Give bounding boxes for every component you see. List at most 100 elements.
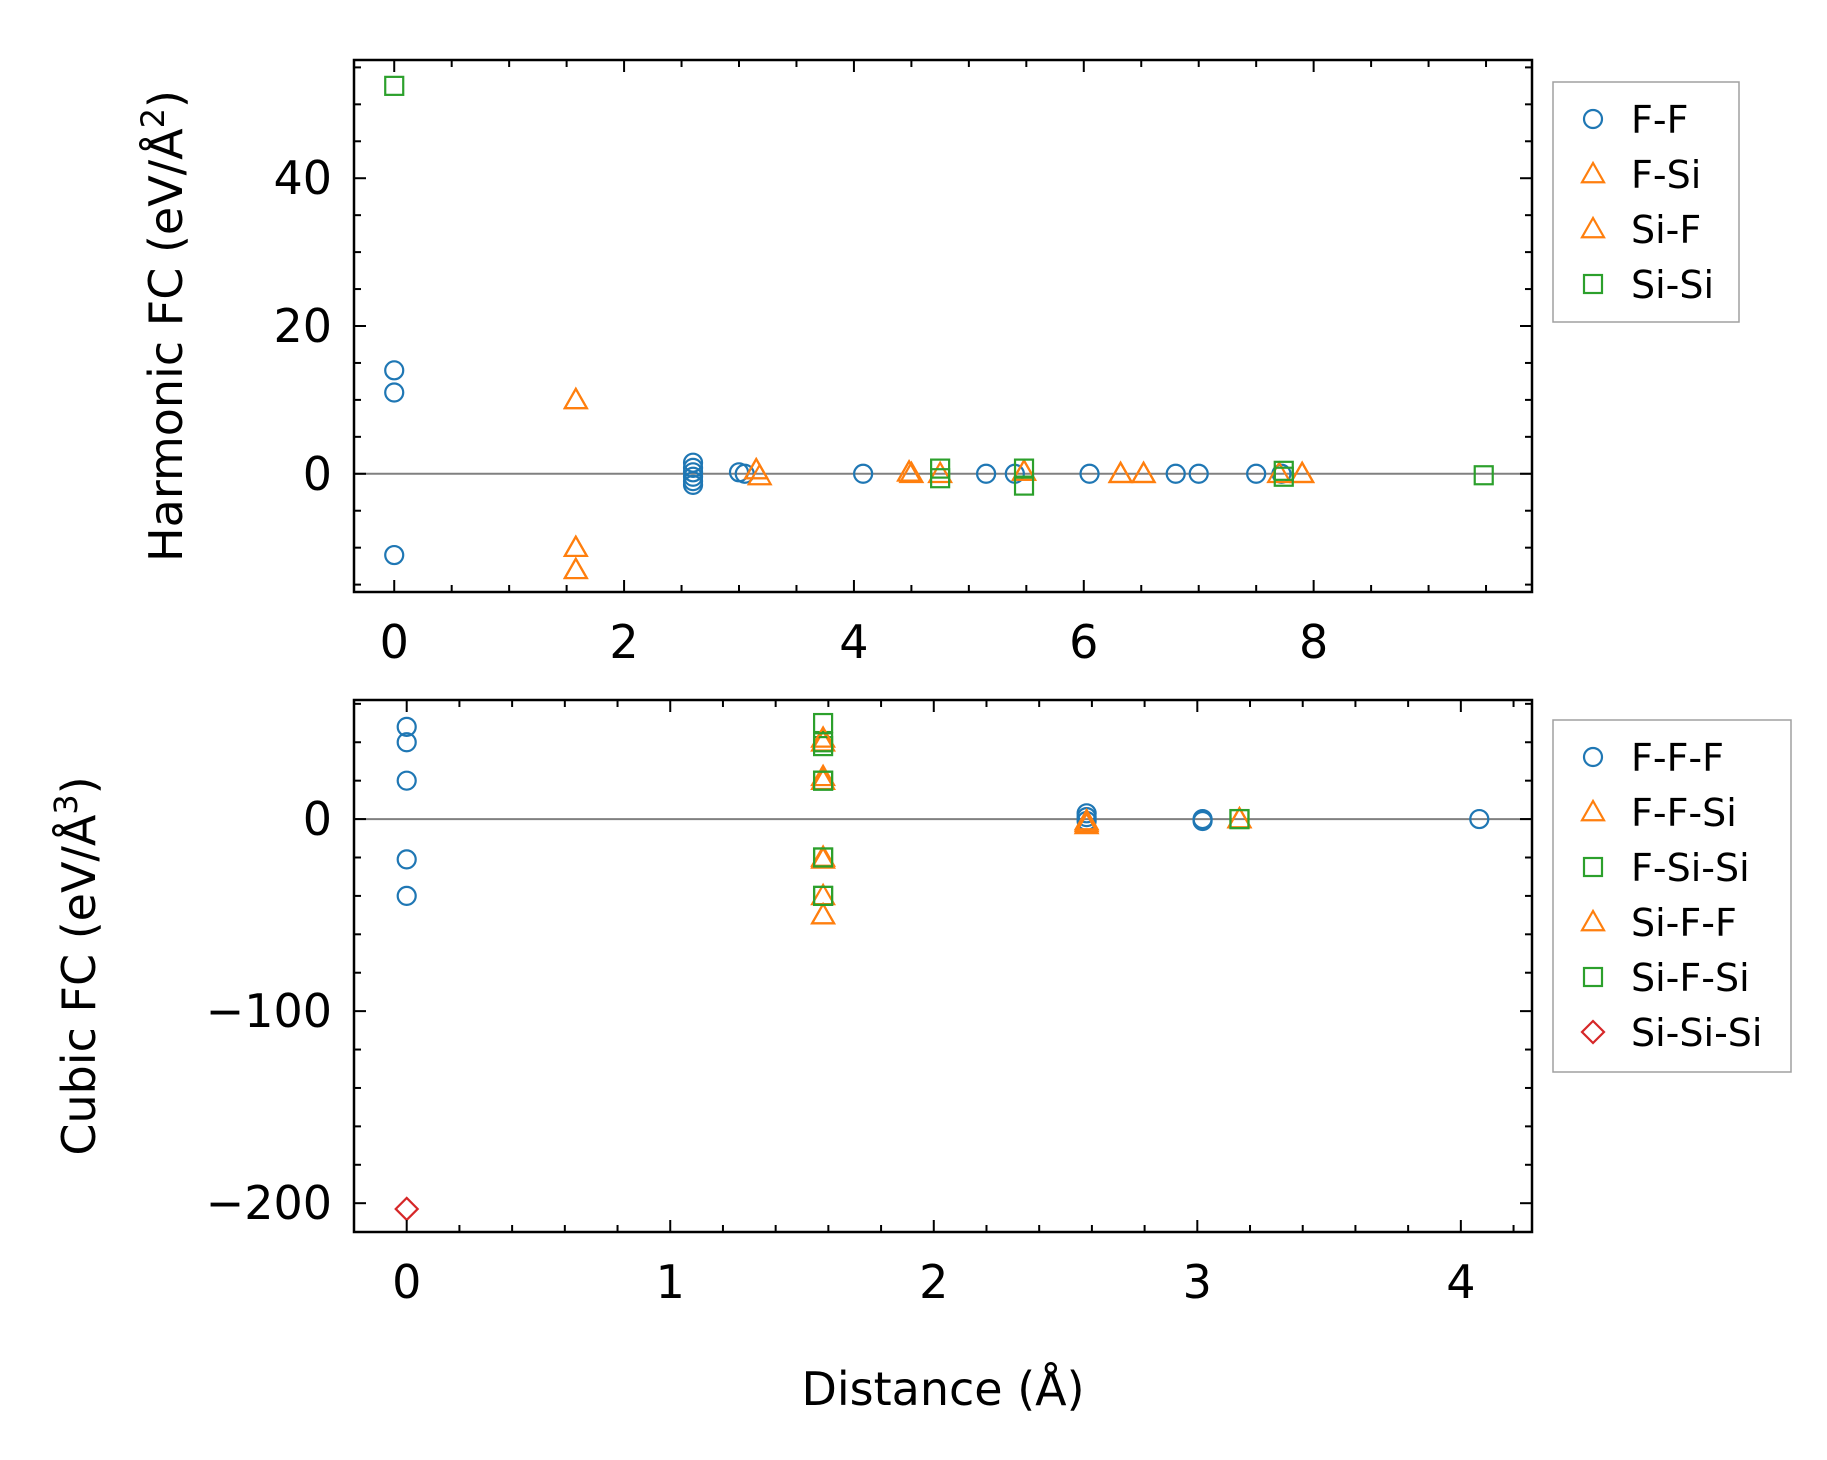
legend-entry: Si-F-Si <box>1582 956 1750 1000</box>
data-point <box>384 544 405 566</box>
x-tick-label: 4 <box>839 615 868 669</box>
data-point <box>812 732 834 753</box>
data-point <box>898 460 925 484</box>
data-point <box>682 474 704 495</box>
legend-entry: Si-F <box>1580 208 1701 252</box>
legend-box <box>1552 719 1792 1073</box>
data-point <box>853 463 874 484</box>
data-point <box>562 386 589 410</box>
data-point <box>1469 808 1490 830</box>
data-point <box>1013 475 1035 496</box>
harmonic-y-axis-label: Harmonic FC (eV/Å2) <box>134 90 193 562</box>
legend-label: Si-F <box>1631 208 1701 252</box>
cubic-data-points <box>394 712 1490 1222</box>
data-point <box>810 901 836 925</box>
legend-marker <box>1580 215 1606 239</box>
series-Si-F <box>562 386 1316 580</box>
legend-label: Si-F-F <box>1631 901 1737 945</box>
legend-entry: F-F-Si <box>1580 791 1737 835</box>
data-point <box>1165 463 1186 484</box>
series-F-F <box>384 360 1292 566</box>
cubic-legend: F-F-F F-F-Si F-Si-Si Si-F-F Si-F-Si Si-Si-Si <box>1552 719 1792 1073</box>
harmonic-data-points <box>384 75 1494 580</box>
x-tick-label: 4 <box>1446 1255 1475 1309</box>
data-point <box>396 885 417 906</box>
y-tick-label: 0 <box>303 447 332 501</box>
data-point <box>562 386 589 410</box>
y-tick-label: −100 <box>206 984 332 1038</box>
cubic-tick-labels: 0 1 2 3 4 −200 −100 0 <box>206 792 1476 1309</box>
data-point <box>1079 463 1100 484</box>
y-tick-label: 0 <box>303 792 332 846</box>
series-F-Si-Si <box>812 712 1250 906</box>
data-point <box>743 456 770 480</box>
data-point <box>812 770 834 791</box>
data-point <box>896 459 922 482</box>
legend-marker <box>1582 856 1604 878</box>
legend-entry: Si-Si <box>1582 263 1714 307</box>
legend-marker <box>1582 108 1604 130</box>
x-tick-label: 0 <box>380 615 409 669</box>
data-point <box>396 770 417 791</box>
data-point <box>812 712 834 734</box>
data-point <box>562 534 589 558</box>
y-tick-label: 40 <box>273 151 332 205</box>
legend-entry: Si-F-F <box>1580 901 1737 945</box>
series-Si-Si <box>384 75 1494 496</box>
x-tick-label: 0 <box>392 1255 421 1309</box>
data-point <box>1130 460 1157 484</box>
legend-marker <box>1582 746 1604 768</box>
legend-marker <box>1580 798 1606 822</box>
x-tick-label: 8 <box>1299 615 1328 669</box>
harmonic-plot-frame <box>352 58 1534 594</box>
data-point <box>384 382 405 403</box>
cubic-plot-frame <box>352 698 1534 1234</box>
data-point <box>1273 466 1294 487</box>
y-tick-label: 20 <box>273 299 332 353</box>
data-point <box>1107 460 1134 484</box>
data-point <box>810 725 836 748</box>
x-tick-label: 2 <box>609 615 638 669</box>
data-point <box>396 849 417 870</box>
data-point <box>384 75 405 96</box>
data-point <box>562 534 589 558</box>
series-F-F-Si <box>810 729 1253 925</box>
series-Si-F-F <box>810 725 1253 925</box>
legend-marker <box>1580 1019 1606 1045</box>
data-point <box>1107 460 1134 484</box>
data-point <box>1011 458 1037 481</box>
harmonic-fc-panel: 0 2 4 6 8 0 20 40 Harmonic FC (eV/Å2) F-F F-Si Si… <box>134 58 1740 669</box>
legend-entry: F-F <box>1582 98 1688 142</box>
x-tick-label: 1 <box>656 1255 685 1309</box>
legend-label: F-F-Si <box>1631 791 1737 835</box>
data-point <box>810 846 836 869</box>
data-point <box>384 360 405 381</box>
x-tick-label: 6 <box>1069 615 1098 669</box>
legend-label: F-F <box>1631 98 1688 142</box>
data-point <box>562 556 589 580</box>
cubic-ticks <box>353 700 1532 1232</box>
data-point <box>396 732 417 753</box>
data-point <box>930 468 951 489</box>
data-point <box>394 1196 420 1222</box>
legend-entry: F-Si-Si <box>1582 846 1750 890</box>
data-point <box>975 463 997 484</box>
data-point <box>1130 460 1157 484</box>
data-point <box>1246 463 1267 484</box>
data-point <box>396 716 417 737</box>
data-point <box>810 901 836 925</box>
legend-label: Si-F-Si <box>1631 956 1750 1000</box>
data-point <box>1473 465 1494 486</box>
harmonic-tick-labels: 0 2 4 6 8 0 20 40 <box>273 151 1328 669</box>
data-point <box>927 460 954 484</box>
data-point <box>1073 809 1100 833</box>
data-point <box>1289 460 1316 484</box>
cubic-y-axis-label: Cubic FC (eV/Å3) <box>47 776 106 1155</box>
series-Si-F-Si <box>812 732 1250 906</box>
harmonic-legend: F-F F-Si Si-F Si-Si <box>1552 81 1740 323</box>
legend-entry: F-Si <box>1580 153 1701 197</box>
data-point <box>810 763 836 787</box>
data-point <box>812 847 834 868</box>
x-tick-label: 2 <box>919 1255 948 1309</box>
